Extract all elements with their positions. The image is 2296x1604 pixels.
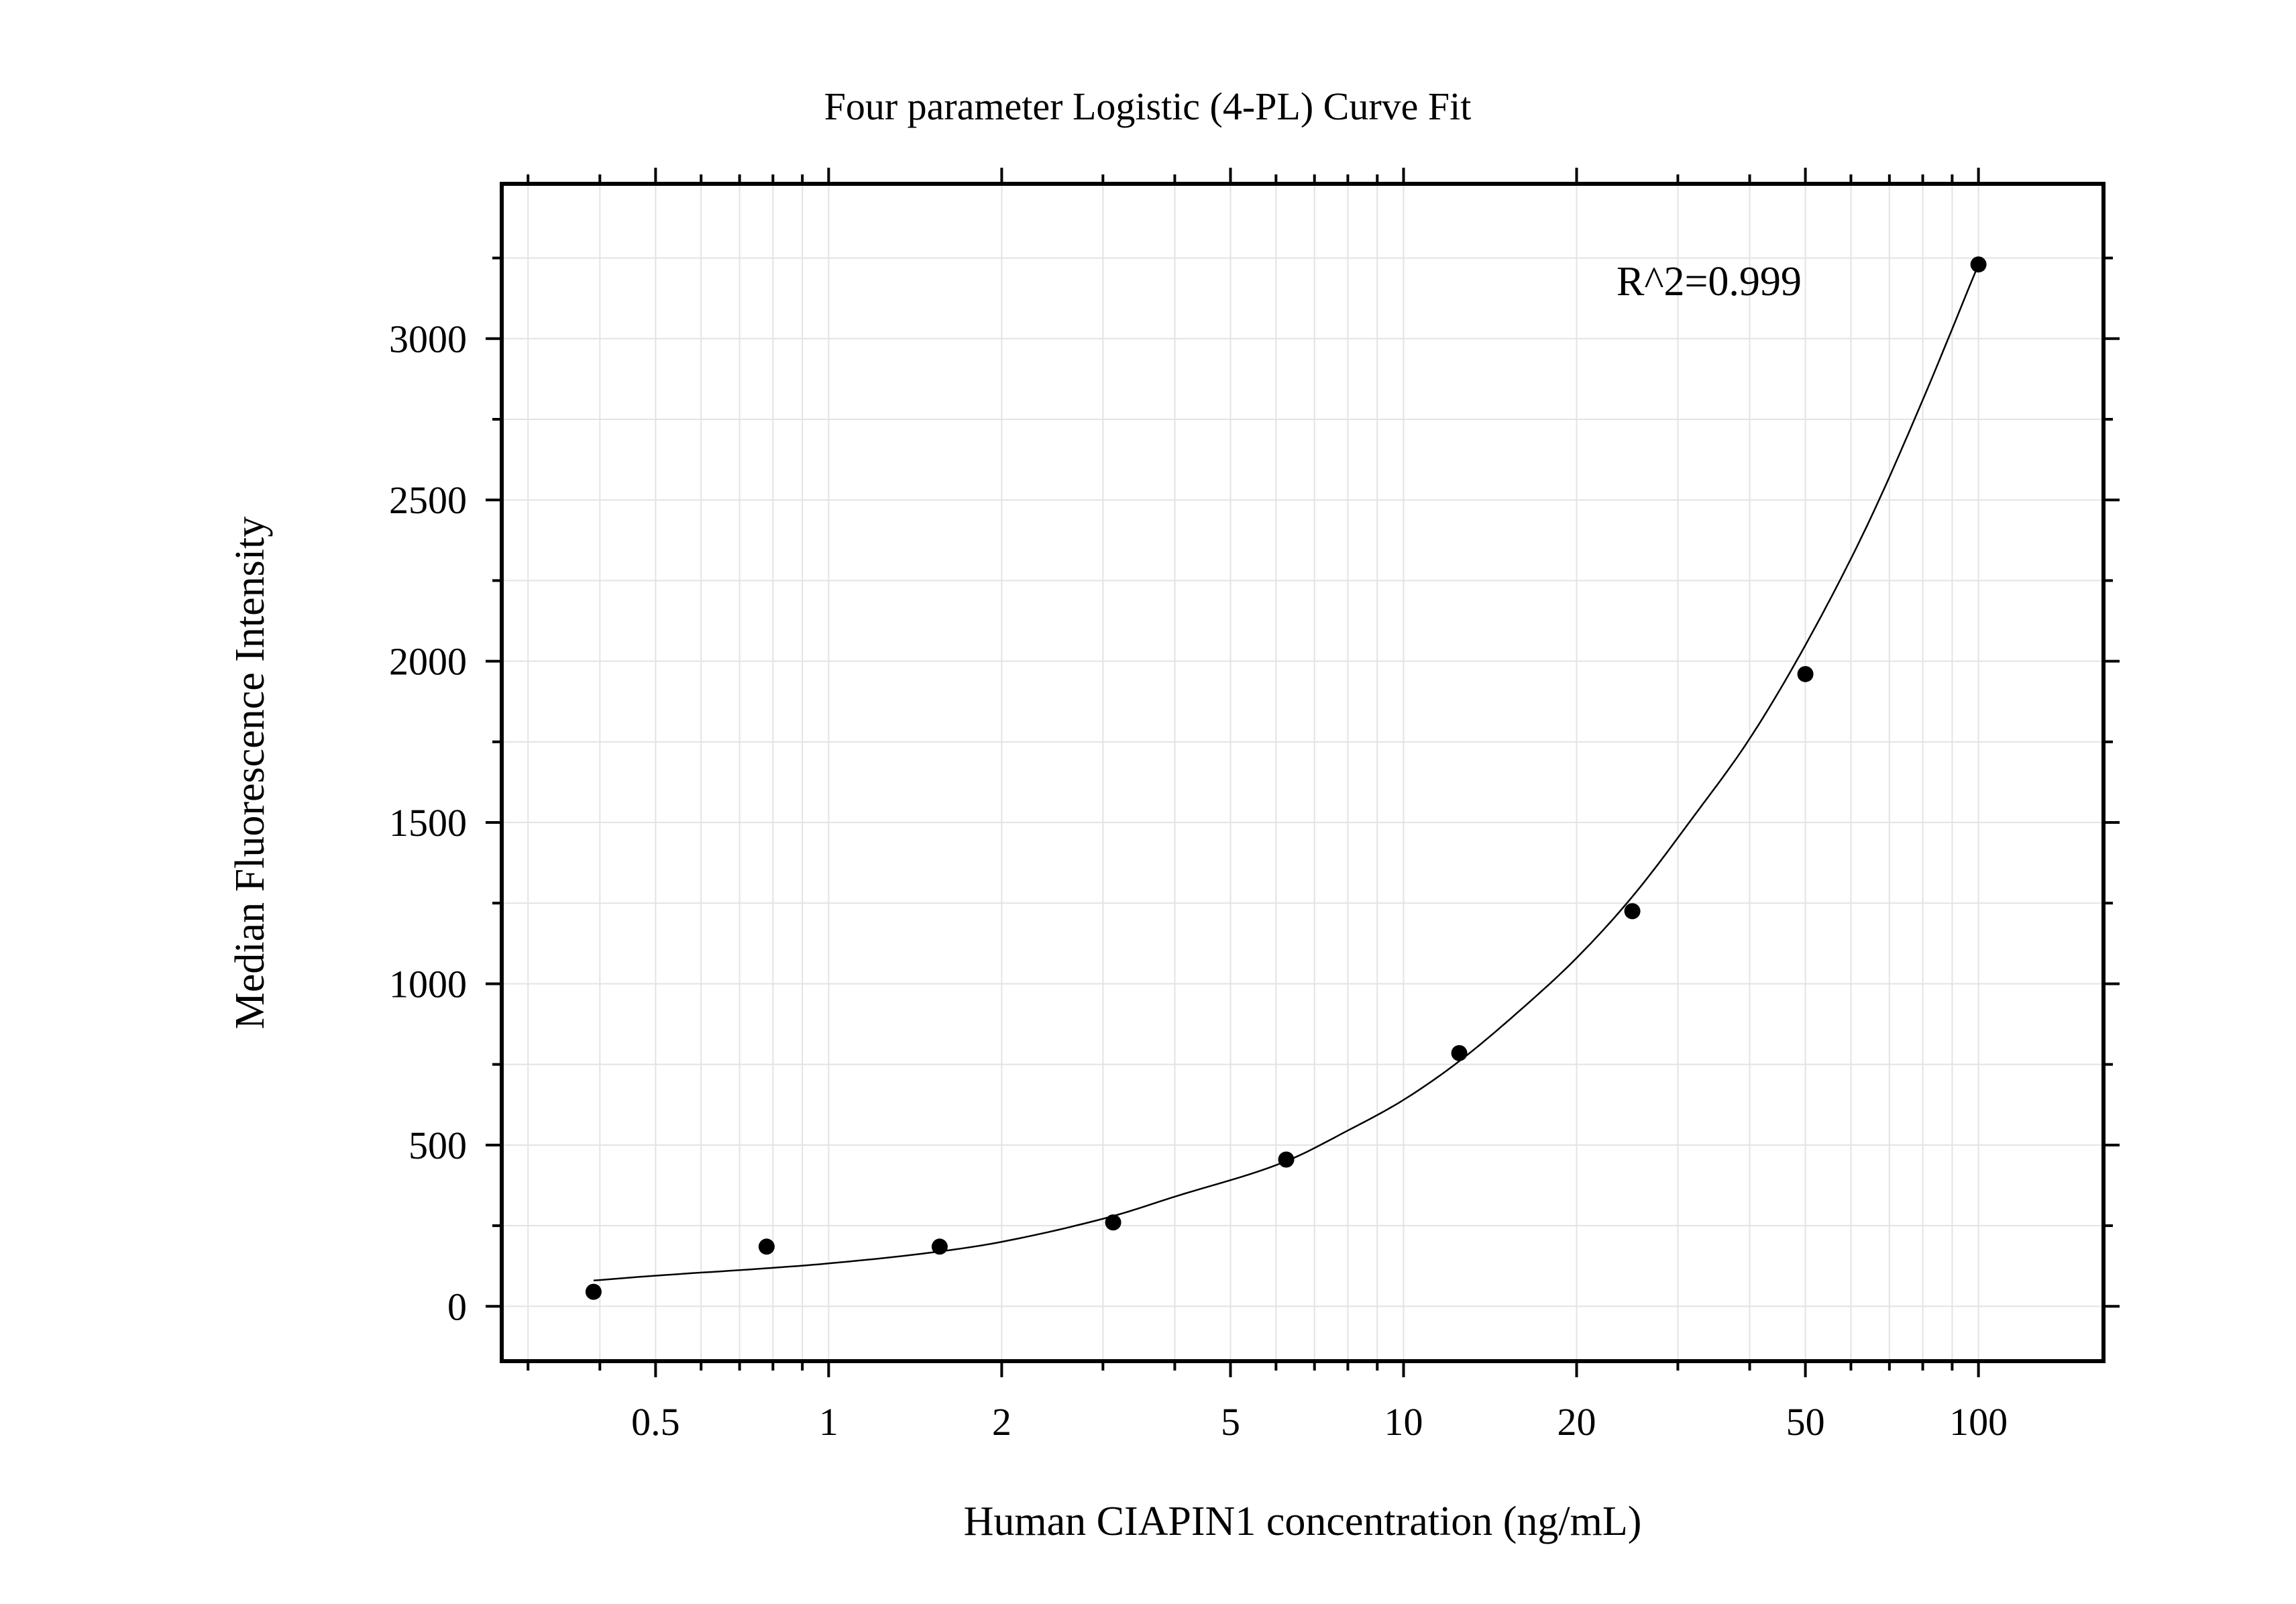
data-point [1105,1214,1122,1231]
y-tick-label: 0 [447,1285,467,1328]
data-point [585,1283,602,1300]
data-point [1970,256,1987,273]
data-point [1624,903,1641,920]
y-tick-label: 2000 [389,640,467,684]
x-axis-label: Human CIAPIN1 concentration (ng/mL) [964,1499,1642,1544]
data-point [1451,1045,1468,1061]
data-point [931,1238,948,1255]
x-tick-label: 1 [819,1400,838,1444]
fit-layer [593,264,1979,1282]
chart-title: Four parameter Logistic (4-PL) Curve Fit [824,85,1472,128]
y-tick-label: 2500 [389,478,467,522]
x-tick-label: 20 [1557,1400,1596,1444]
data-point [758,1238,775,1255]
x-tick-label: 5 [1221,1400,1240,1444]
fit-curve [593,264,1979,1282]
data-point [1797,665,1814,682]
y-tick-label: 1000 [389,962,467,1006]
plot-frame [500,182,2106,1363]
y-tick-label: 500 [408,1124,467,1167]
points [585,256,1987,1300]
r-squared-annotation: R^2=0.999 [1617,259,1802,305]
x-tick-label: 0.5 [631,1400,680,1444]
y-tick-label: 1500 [389,801,467,845]
y-tick-label: 3000 [389,317,467,361]
x-tick-label: 50 [1786,1400,1825,1444]
x-tick-label: 2 [992,1400,1012,1444]
data-point [1278,1151,1295,1168]
x-tick-label: 100 [1949,1400,2008,1444]
y-axis-label: Median Fluorescence Intensity [227,517,273,1029]
x-tick-label: 10 [1384,1400,1423,1444]
grid [502,184,2103,1361]
